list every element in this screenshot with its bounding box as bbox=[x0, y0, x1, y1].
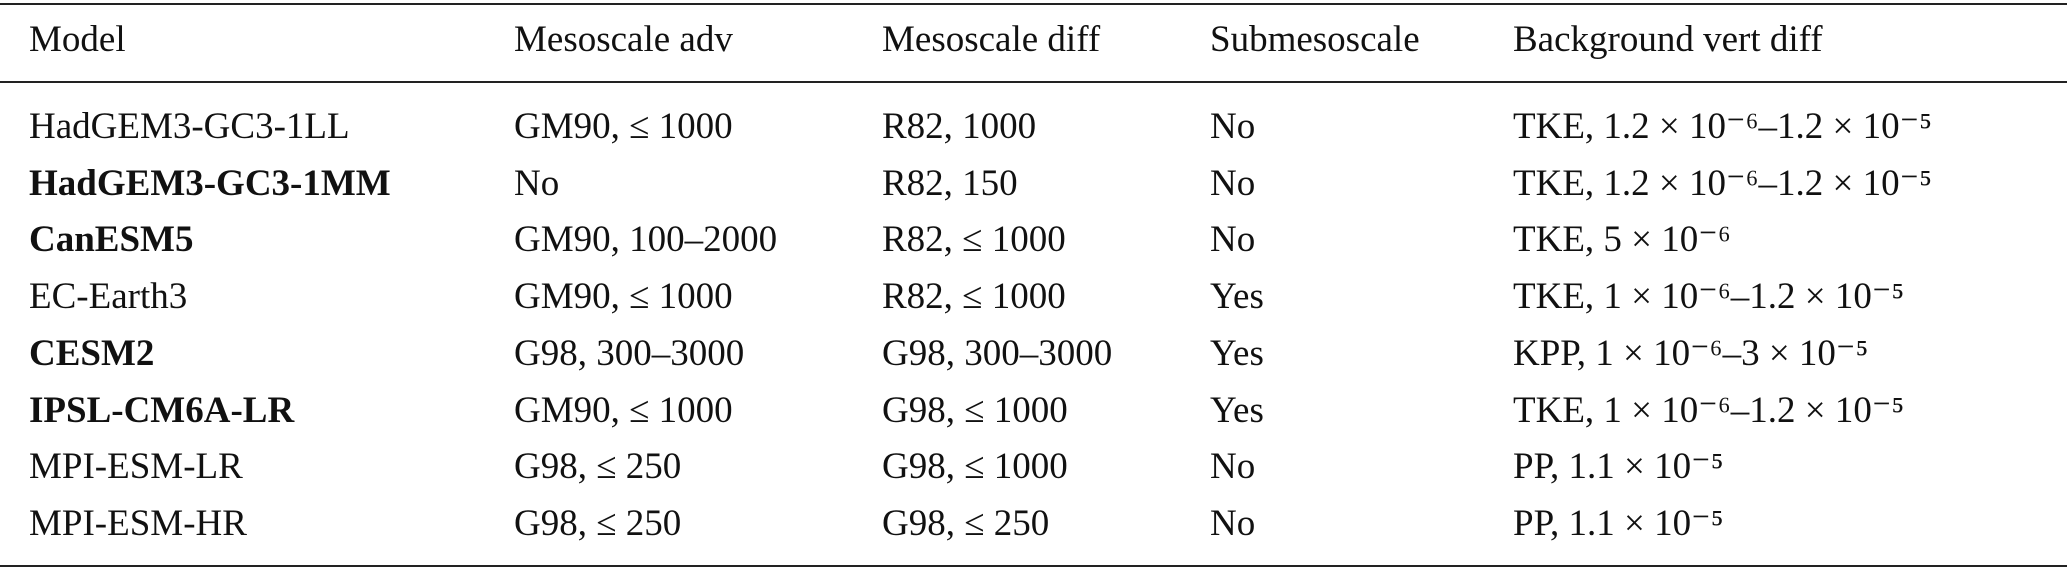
table-cell: R82, 1000 bbox=[882, 106, 1037, 147]
table-cell: KPP, 1 × 10⁻⁶–3 × 10⁻⁵ bbox=[1513, 332, 1869, 374]
model-cell: MPI-ESM-HR bbox=[29, 502, 247, 544]
table-cell: GM90, ≤ 1000 bbox=[514, 106, 733, 147]
table-row: EC-Earth3 GM90, ≤ 1000 R82, ≤ 1000 Yes TKE, … bbox=[0, 269, 2067, 325]
table-cell: No bbox=[1210, 219, 1256, 261]
table-cell: PP, 1.1 × 10⁻⁵ bbox=[1513, 446, 1724, 488]
header-cell: Mesoscale diff bbox=[882, 19, 1101, 60]
table-cell: R82, ≤ 1000 bbox=[882, 219, 1066, 261]
table-cell: No bbox=[514, 162, 560, 204]
table-cell: TKE, 1 × 10⁻⁶–1.2 × 10⁻⁵ bbox=[1513, 276, 1905, 318]
top-rule bbox=[0, 3, 2067, 5]
model-cell: MPI-ESM-LR bbox=[29, 446, 243, 488]
table-cell: No bbox=[1210, 106, 1256, 147]
table-cell: G98, ≤ 1000 bbox=[882, 446, 1068, 488]
table-cell: TKE, 1.2 × 10⁻⁶–1.2 × 10⁻⁵ bbox=[1513, 162, 1933, 204]
table-cell: No bbox=[1210, 446, 1256, 488]
table-cell: GM90, ≤ 1000 bbox=[514, 389, 733, 431]
model-cell: HadGEM3-GC3-1MM bbox=[29, 162, 391, 204]
table-row: CanESM5 GM90, 100–2000 R82, ≤ 1000 No TKE, 5… bbox=[0, 212, 2067, 268]
table-cell: R82, ≤ 1000 bbox=[882, 276, 1066, 318]
model-cell: CanESM5 bbox=[29, 219, 194, 261]
table-row: MPI-ESM-LR G98, ≤ 250 G98, ≤ 1000 No PP, 1.1… bbox=[0, 439, 2067, 495]
table-cell: No bbox=[1210, 502, 1256, 544]
table-row: HadGEM3-GC3-1LL GM90, ≤ 1000 R82, 1000 No TK… bbox=[0, 99, 2067, 155]
table-cell: G98, 300–3000 bbox=[882, 332, 1113, 374]
model-cell: CESM2 bbox=[29, 332, 155, 374]
table-cell: Yes bbox=[1210, 332, 1264, 374]
table-row: CESM2 G98, 300–3000 G98, 300–3000 Yes KPP, 1… bbox=[0, 326, 2067, 382]
table-cell: Yes bbox=[1210, 276, 1264, 318]
table-cell: G98, ≤ 1000 bbox=[882, 389, 1068, 431]
table-cell: TKE, 5 × 10⁻⁶ bbox=[1513, 219, 1731, 261]
model-cell: HadGEM3-GC3-1LL bbox=[29, 106, 350, 147]
table-row: MPI-ESM-HR G98, ≤ 250 G98, ≤ 250 No PP, 1.1 … bbox=[0, 496, 2067, 552]
table-cell: TKE, 1.2 × 10⁻⁶–1.2 × 10⁻⁵ bbox=[1513, 106, 1933, 147]
header-cell: Mesoscale adv bbox=[514, 19, 733, 60]
header-row: Model Mesoscale adv Mesoscale diff Submesos… bbox=[0, 12, 2067, 68]
table-row: HadGEM3-GC3-1MM No R82, 150 No TKE, 1.2 × 10… bbox=[0, 156, 2067, 212]
model-cell: IPSL-CM6A-LR bbox=[29, 389, 295, 431]
header-cell: Submesoscale bbox=[1210, 19, 1420, 60]
table-cell: G98, 300–3000 bbox=[514, 332, 745, 374]
bottom-rule bbox=[0, 565, 2067, 567]
model-cell: EC-Earth3 bbox=[29, 276, 188, 318]
table-cell: GM90, 100–2000 bbox=[514, 219, 778, 261]
header-cell: Background vert diff bbox=[1513, 19, 1823, 60]
table-cell: PP, 1.1 × 10⁻⁵ bbox=[1513, 502, 1724, 544]
table-cell: No bbox=[1210, 162, 1256, 204]
table-cell: G98, ≤ 250 bbox=[514, 502, 682, 544]
table-cell: R82, 150 bbox=[882, 162, 1018, 204]
table-cell: G98, ≤ 250 bbox=[514, 446, 682, 488]
table-cell: G98, ≤ 250 bbox=[882, 502, 1050, 544]
header-rule bbox=[0, 81, 2067, 83]
table-cell: TKE, 1 × 10⁻⁶–1.2 × 10⁻⁵ bbox=[1513, 389, 1905, 431]
header-cell: Model bbox=[29, 19, 126, 60]
table-cell: Yes bbox=[1210, 389, 1264, 431]
table-row: IPSL-CM6A-LR GM90, ≤ 1000 G98, ≤ 1000 Yes TK… bbox=[0, 383, 2067, 439]
table-cell: GM90, ≤ 1000 bbox=[514, 276, 733, 318]
